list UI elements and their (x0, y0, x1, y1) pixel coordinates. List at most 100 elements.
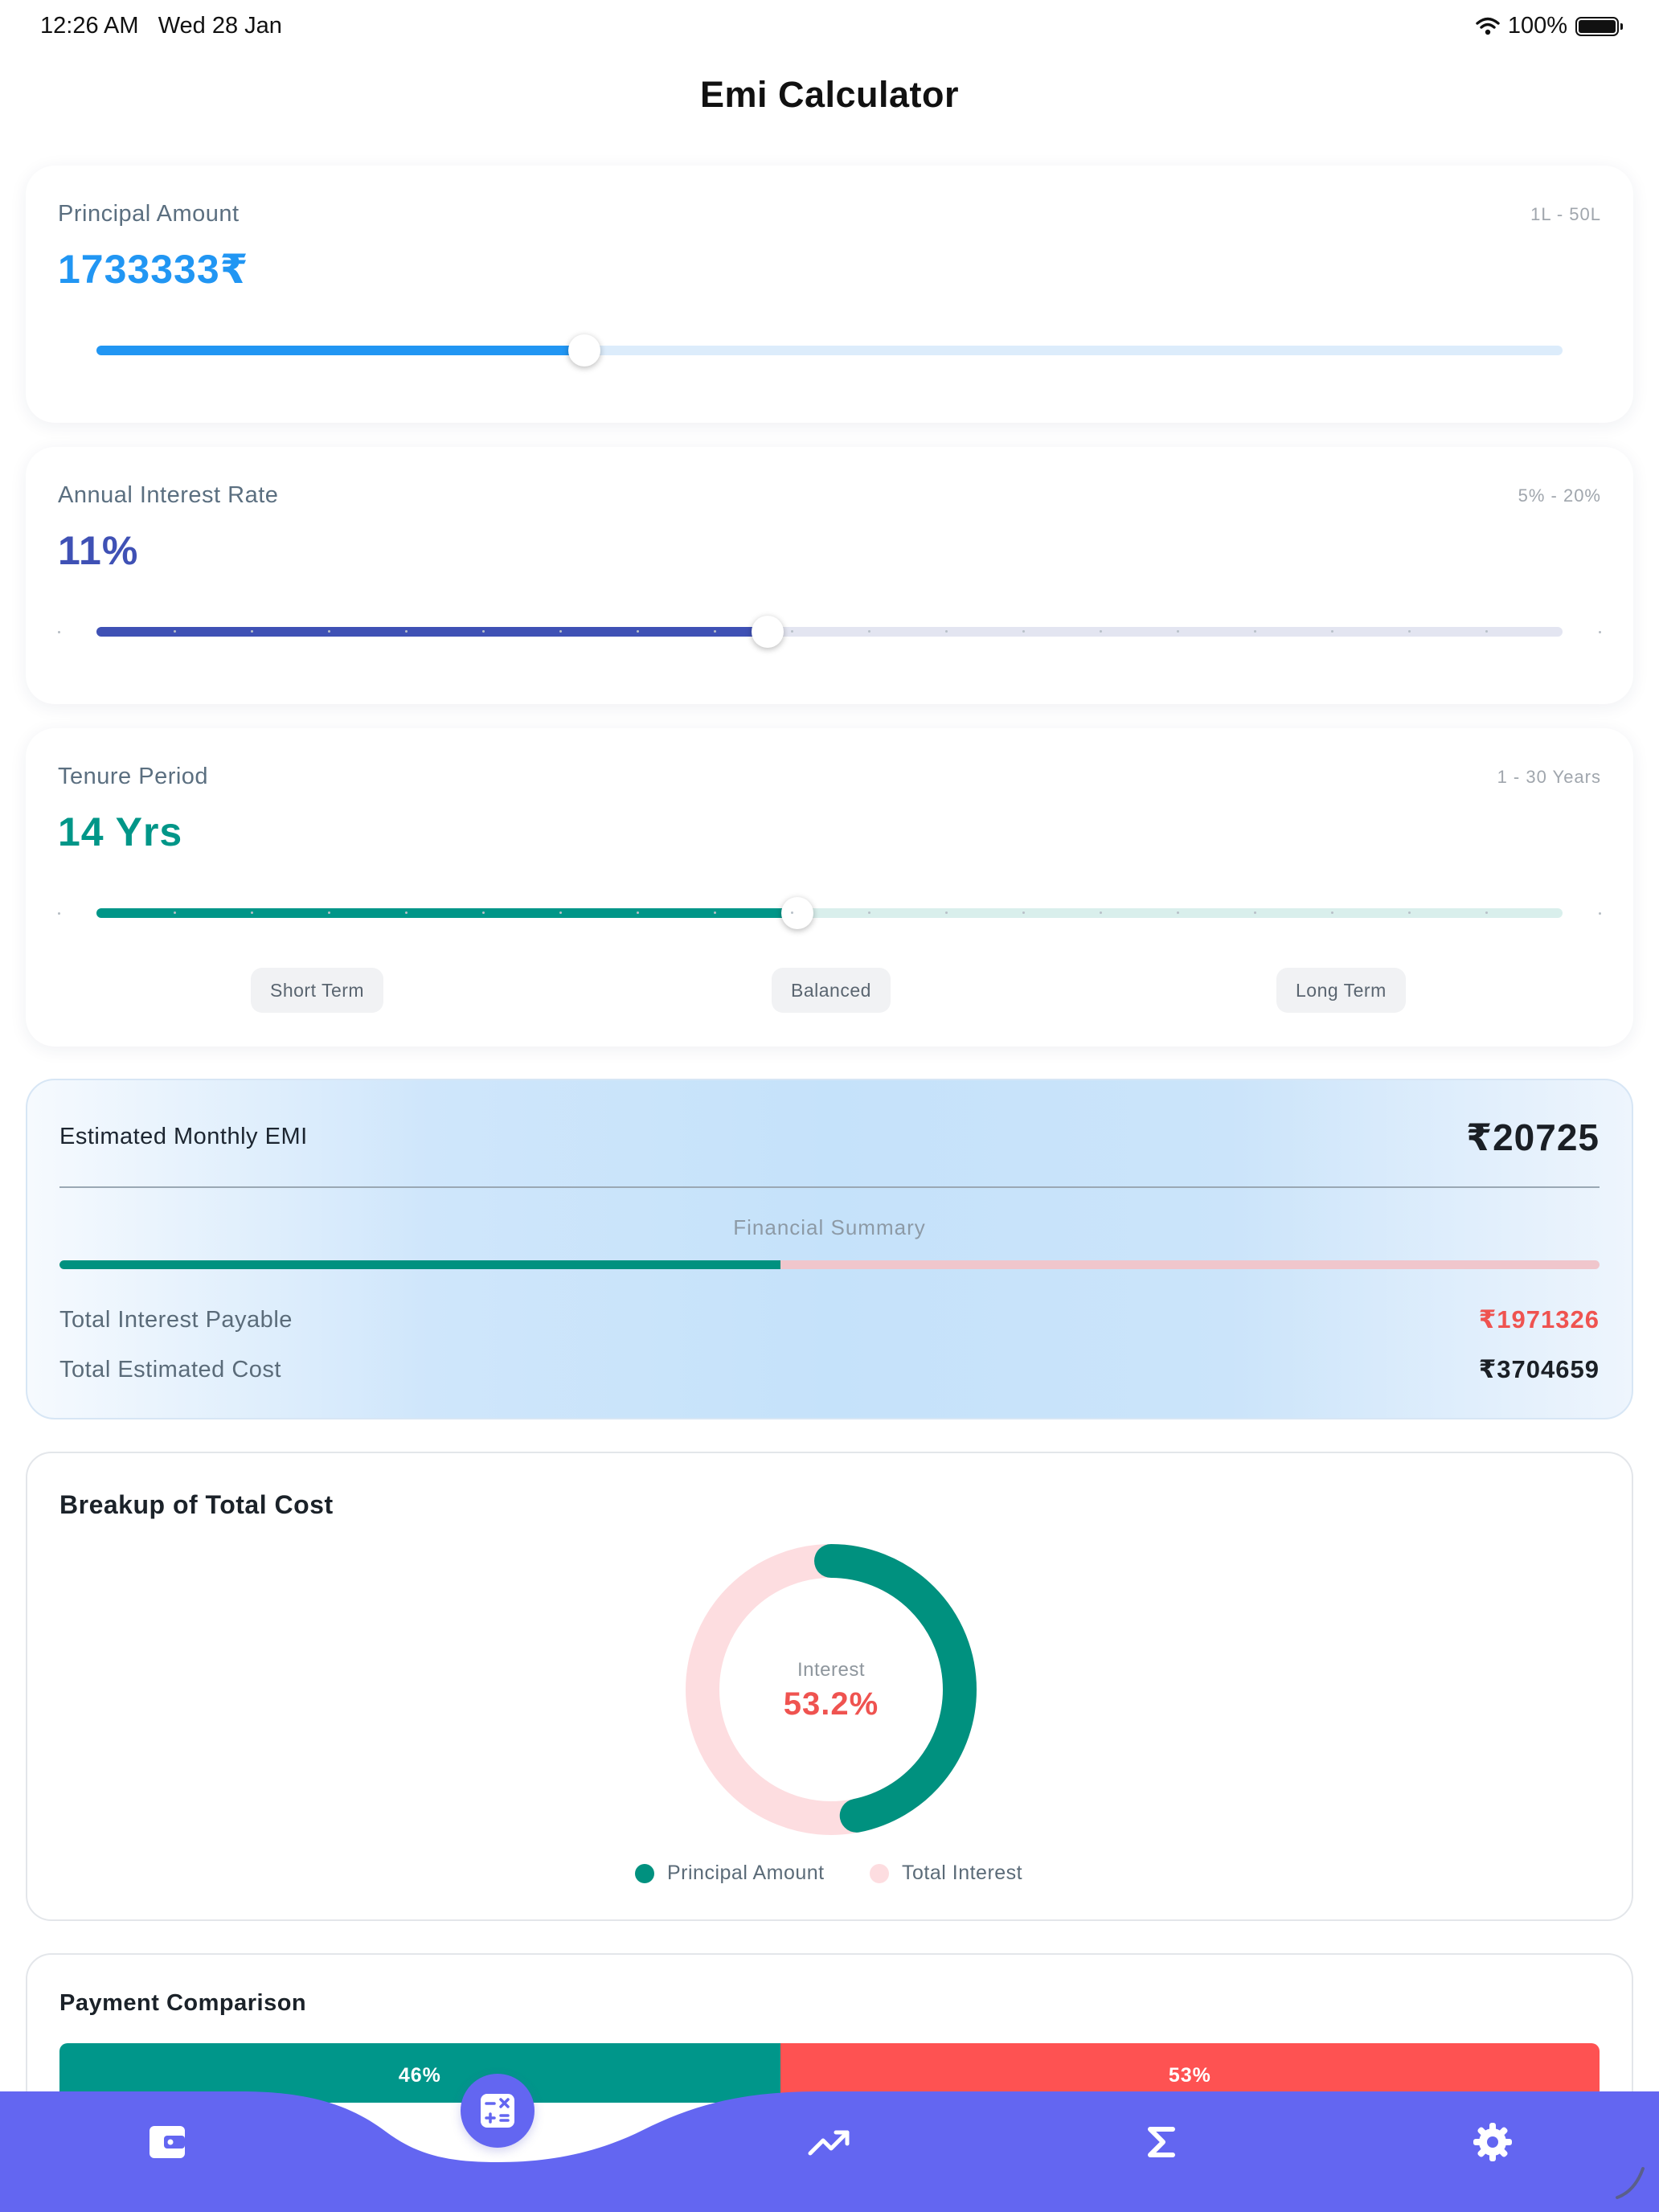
sigma-icon (1148, 2127, 1175, 2157)
slider-tick (1177, 630, 1179, 633)
slider-tick (251, 911, 253, 914)
battery-icon (1575, 16, 1623, 36)
principal-slider[interactable] (96, 334, 1563, 367)
legend-principal: Principal Amount (635, 1862, 825, 1885)
scroll-indicator-icon (1616, 2167, 1645, 2199)
legend-interest-label: Total Interest (902, 1862, 1023, 1884)
slider-tick (868, 630, 870, 633)
slider-tick (1177, 911, 1179, 914)
preset-short-term[interactable]: Short Term (251, 968, 384, 1013)
principal-range: 1L - 50L (1530, 204, 1601, 224)
slider-tick (945, 630, 948, 633)
slider-tick (1408, 630, 1411, 633)
slider-tick (559, 911, 562, 914)
nav-summary[interactable] (1125, 2106, 1198, 2178)
slider-tick (174, 630, 176, 633)
slider-tick (1331, 911, 1333, 914)
interest-card: Annual Interest Rate 5% - 20% 11% (26, 447, 1633, 704)
cost-split-bar (59, 1260, 1600, 1269)
principal-slider-fill (96, 346, 585, 355)
slider-tick (714, 911, 716, 914)
donut-center-label: Interest (797, 1659, 866, 1681)
slider-edge-dot (1599, 631, 1601, 633)
legend-interest: Total Interest (870, 1862, 1022, 1885)
slider-tick (328, 911, 330, 914)
interest-slider[interactable] (96, 616, 1563, 648)
tenure-range: 1 - 30 Years (1497, 767, 1601, 787)
nav-wallet[interactable] (131, 2106, 203, 2178)
nav-calculator[interactable] (461, 2074, 535, 2148)
battery-percent: 100% (1507, 13, 1567, 39)
slider-tick (1408, 911, 1411, 914)
slider-tick (1100, 911, 1102, 914)
slider-tick (791, 911, 793, 914)
legend-dot-interest (870, 1863, 889, 1883)
breakup-title: Breakup of Total Cost (59, 1490, 334, 1519)
status-time: 12:26 AM Wed 28 Jan (40, 13, 282, 39)
preset-long-term[interactable]: Long Term (1276, 968, 1406, 1013)
interest-slider-fill (96, 627, 768, 637)
slider-tick (251, 630, 253, 633)
slider-tick (945, 911, 948, 914)
tenure-slider[interactable] (96, 897, 1563, 929)
legend-principal-label: Principal Amount (667, 1862, 825, 1884)
tenure-value: 14 Yrs (58, 809, 183, 854)
slider-edge-dot (58, 912, 60, 915)
clock: 12:26 AM (40, 13, 139, 39)
status-bar: 12:26 AM Wed 28 Jan 100% (0, 0, 1659, 51)
cost-split-principal (59, 1260, 780, 1269)
slider-tick (1331, 630, 1333, 633)
financial-summary-title: Financial Summary (733, 1215, 926, 1239)
emi-value: ₹20725 (1466, 1116, 1600, 1158)
breakup-card: Breakup of Total Cost Interest 53.2% Pri… (26, 1452, 1633, 1921)
interest-label: Annual Interest Rate (58, 482, 279, 508)
slider-tick (559, 630, 562, 633)
principal-label: Principal Amount (58, 201, 240, 227)
total-cost-label: Total Estimated Cost (59, 1357, 281, 1382)
slider-tick (174, 911, 176, 914)
slider-tick (482, 630, 485, 633)
donut-center-value: 53.2% (783, 1686, 879, 1722)
emi-label: Estimated Monthly EMI (59, 1124, 308, 1149)
wallet-icon (150, 2126, 185, 2158)
nav-settings[interactable] (1456, 2106, 1529, 2178)
wifi-icon (1476, 17, 1500, 35)
preset-balanced[interactable]: Balanced (772, 968, 891, 1013)
total-interest-value: ₹1971326 (1478, 1305, 1600, 1333)
principal-card: Principal Amount 1L - 50L 1733333₹ (26, 166, 1633, 423)
page-title: Emi Calculator (699, 74, 960, 115)
tenure-slider-fill (96, 908, 797, 918)
slider-tick (1022, 911, 1025, 914)
legend-dot-principal (635, 1863, 654, 1883)
bottom-nav-bar (0, 2091, 1659, 2212)
emi-summary-card: Estimated Monthly EMI ₹20725 Financial S… (26, 1079, 1633, 1419)
gear-icon (1473, 2123, 1512, 2161)
slider-tick (1254, 911, 1256, 914)
calculator-icon (481, 2094, 514, 2128)
slider-tick (1254, 630, 1256, 633)
status-right: 100% (1476, 13, 1623, 39)
slider-tick (328, 630, 330, 633)
breakup-donut-chart: Interest 53.2% (685, 1543, 977, 1836)
slider-tick (714, 630, 716, 633)
slider-tick (405, 630, 408, 633)
donut-principal-arc (686, 1544, 977, 1835)
date: Wed 28 Jan (158, 13, 282, 39)
slider-tick (791, 630, 793, 633)
interest-value: 11% (58, 528, 139, 573)
total-cost-value: ₹3704659 (1478, 1355, 1600, 1383)
slider-tick (1485, 911, 1488, 914)
slider-tick (1100, 630, 1102, 633)
tenure-slider-thumb[interactable] (780, 897, 813, 929)
tenure-label: Tenure Period (58, 764, 209, 789)
slider-tick (482, 911, 485, 914)
principal-slider-thumb[interactable] (568, 334, 601, 367)
slider-tick (637, 630, 639, 633)
slider-tick (1485, 630, 1488, 633)
slider-edge-dot (58, 631, 60, 633)
interest-slider-thumb[interactable] (752, 616, 784, 648)
nav-trends[interactable] (793, 2106, 866, 2178)
slider-tick (637, 911, 639, 914)
payment-comparison-title: Payment Comparison (59, 1990, 307, 2016)
slider-tick (405, 911, 408, 914)
